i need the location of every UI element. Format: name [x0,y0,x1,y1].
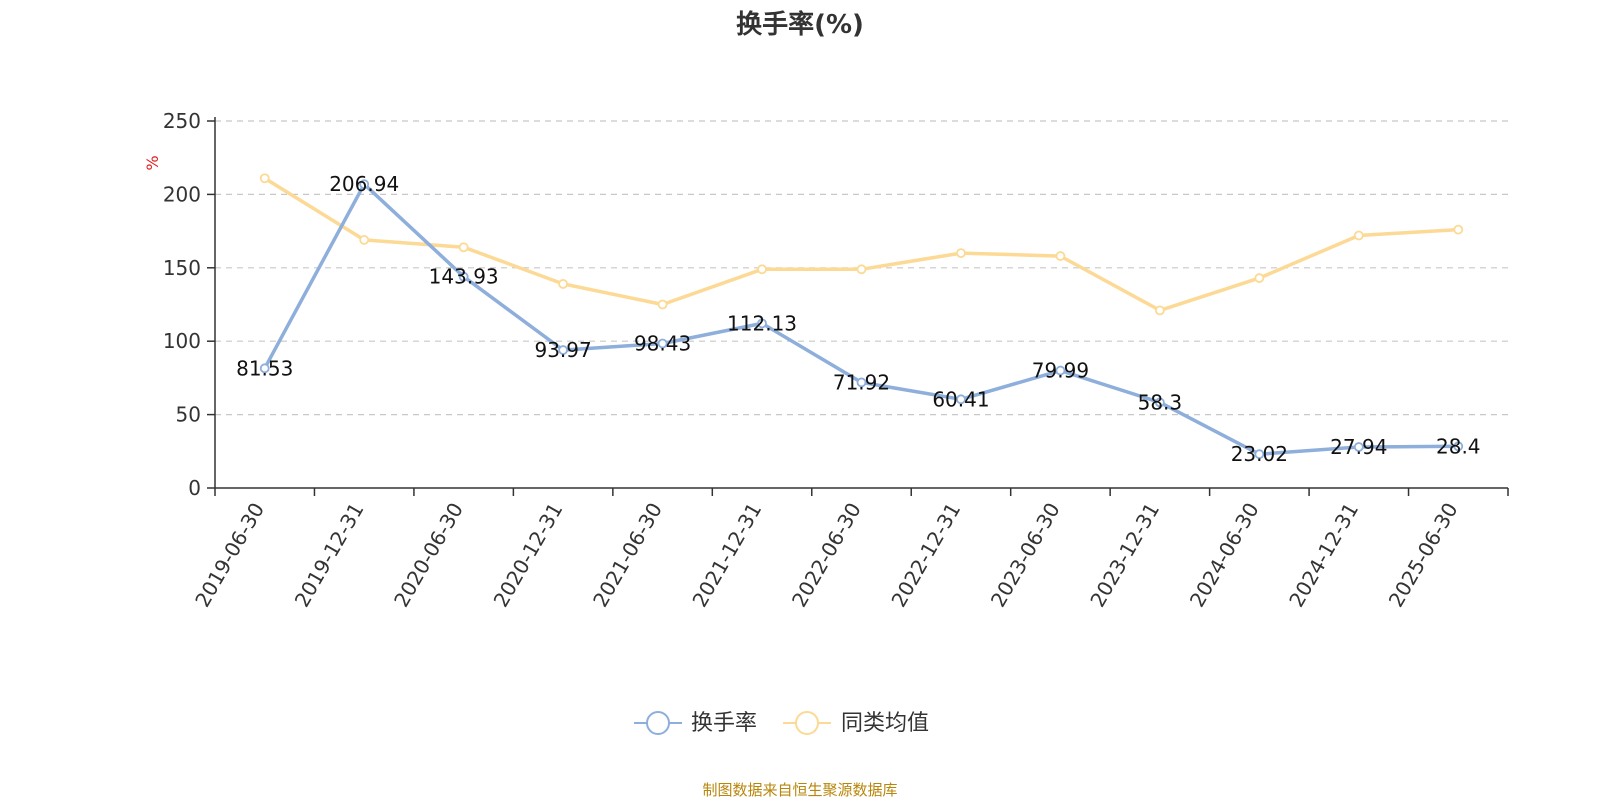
data-label: 58.3 [1138,390,1183,414]
y-tick-labels: 0 50 100 150 200 250 [163,109,201,500]
data-point [359,179,370,190]
data-point [657,299,668,310]
x-tick-label: 2025-06-30 [1384,499,1463,612]
legend-marker [646,711,670,735]
x-tick-label: 2024-06-30 [1185,499,1264,612]
y-tick-label: 100 [163,329,201,353]
data-label: 28.4 [1436,434,1481,458]
data-label: 206.94 [329,172,399,196]
data-label: 27.94 [1330,435,1387,459]
x-tick-label: 2022-06-30 [787,499,866,612]
x-tick-label: 2022-12-31 [886,499,965,612]
data-point [757,318,767,329]
source-note: 制图数据来自恒生聚源数据库 [702,781,898,799]
data-label: 143.93 [429,265,499,289]
data-point [259,363,270,374]
axes [207,117,1509,496]
legend: 换手率 同类均值 [634,711,929,736]
data-point [757,264,767,275]
data-point [856,377,867,388]
x-tick-labels: 2019-06-30 2019-12-31 2020-06-30 2020-12-31… [190,498,1462,611]
data-point [956,248,966,259]
x-tick-label: 2019-12-31 [290,499,369,612]
legend-item-peer-average: 同类均值 [783,711,929,736]
data-point [1453,441,1464,452]
x-tick-label: 2020-06-30 [389,498,468,611]
data-point [657,338,668,349]
x-tick-label: 2020-12-31 [489,499,568,612]
data-point [359,235,370,245]
legend-item-turnover: 换手率 [634,711,757,736]
x-tick-label: 2023-06-30 [986,499,1065,612]
data-point [1453,224,1464,235]
series-lines [263,176,1459,456]
data-label: 112.13 [727,311,797,335]
data-label: 60.41 [932,387,989,411]
data-point [259,173,270,184]
data-point [1254,449,1265,460]
legend-label: 换手率 [691,711,757,736]
data-point [1154,305,1165,316]
y-axis-unit: % [143,155,162,170]
data-label: 79.99 [1032,359,1089,383]
data-point [1154,397,1165,408]
data-point [458,271,469,282]
data-labels: 81.53 206.94 143.93 93.97 98.43 112.13 71.92 60… [236,172,1480,466]
series-line-turnover [263,182,1459,456]
x-tick-label: 2019-06-30 [190,499,269,612]
data-point [1353,230,1364,241]
y-tick-label: 150 [163,256,201,280]
data-point [1055,251,1066,261]
y-tick-label: 0 [188,476,201,500]
data-point [856,264,867,275]
data-point [1353,442,1364,452]
data-point [956,394,966,405]
x-tick-label: 2021-12-31 [687,499,766,612]
legend-label: 同类均值 [841,711,929,736]
series-line-peer-average [263,176,1459,313]
data-point [1254,273,1265,283]
series-points [259,173,1464,460]
x-tick-label: 2023-12-31 [1085,499,1164,612]
x-tick-label: 2021-06-30 [588,499,667,612]
y-tick-label: 200 [163,182,201,206]
legend-marker [795,711,819,735]
data-point [558,279,569,289]
data-point [458,242,469,253]
data-point [1055,365,1066,376]
chart-title: 换手率(%) [736,10,864,40]
x-tick-label: 2024-12-31 [1284,499,1363,612]
data-label: 93.97 [534,338,591,362]
data-label: 98.43 [634,332,691,356]
data-label: 23.02 [1231,442,1288,466]
y-tick-label: 250 [163,109,201,133]
data-label: 81.53 [236,356,293,380]
data-label: 71.92 [833,370,890,394]
data-point [558,345,569,355]
y-tick-label: 50 [176,403,201,427]
